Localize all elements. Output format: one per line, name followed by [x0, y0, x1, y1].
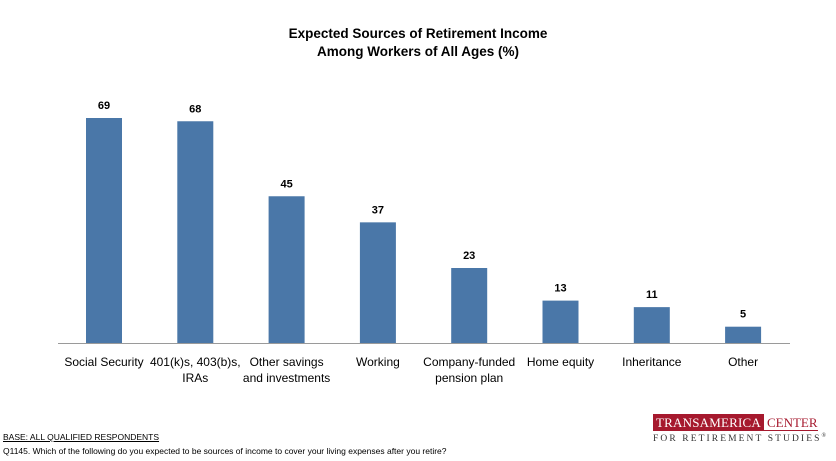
chart-title-line-1: Expected Sources of Retirement Income — [288, 26, 548, 41]
category-label-3: Working — [356, 355, 400, 369]
bar-chart: 69 Social Security 68 401(k)s, 403(b)s, IRAs… — [58, 100, 790, 385]
data-label-7: 5 — [740, 309, 746, 321]
category-label-1-line-1: IRAs — [182, 371, 208, 385]
bar-7 — [725, 326, 762, 343]
data-label-4: 23 — [463, 250, 475, 262]
logo-name-part-2: CENTER — [763, 414, 818, 431]
bar-0 — [86, 118, 122, 343]
category-label-0: Social Security — [64, 355, 143, 369]
category-label-6: Inheritance — [622, 355, 682, 369]
transamerica-center-logo: TRANSAMERICA CENTER FOR RETIREMENT STUDI… — [653, 414, 829, 448]
bar-1 — [177, 121, 214, 344]
logo-name-part-1: TRANSAMERICA — [653, 414, 764, 431]
data-label-0: 69 — [98, 100, 110, 112]
bar-3 — [359, 222, 396, 343]
bar-2 — [268, 196, 305, 343]
category-label-5: Home equity — [527, 355, 594, 369]
data-label-1: 68 — [189, 103, 201, 115]
question-note: Q1145. Which of the following do you exp… — [3, 446, 447, 456]
data-label-3: 37 — [372, 204, 384, 216]
bar-5 — [542, 300, 579, 343]
base-note: BASE: ALL QUALIFIED RESPONDENTS — [3, 432, 160, 442]
logo-subline: FOR RETIREMENT STUDIES® — [653, 433, 827, 445]
bar-6 — [633, 307, 670, 343]
category-label-1-line-0: 401(k)s, 403(b)s, — [150, 355, 241, 369]
bar-4 — [451, 268, 488, 343]
category-label-7: Other — [728, 355, 758, 369]
data-label-5: 13 — [554, 283, 566, 295]
data-label-6: 11 — [646, 289, 658, 301]
data-label-2: 45 — [280, 178, 292, 190]
chart-title-line-2: Among Workers of All Ages (%) — [316, 44, 520, 59]
category-label-4-line-1: pension plan — [435, 371, 503, 385]
chart-title: Expected Sources of Retirement Income Am… — [0, 25, 836, 61]
category-label-2-line-1: and investments — [243, 371, 330, 385]
category-label-4-line-0: Company-funded — [423, 355, 515, 369]
category-label-2-line-0: Other savings — [250, 355, 324, 369]
